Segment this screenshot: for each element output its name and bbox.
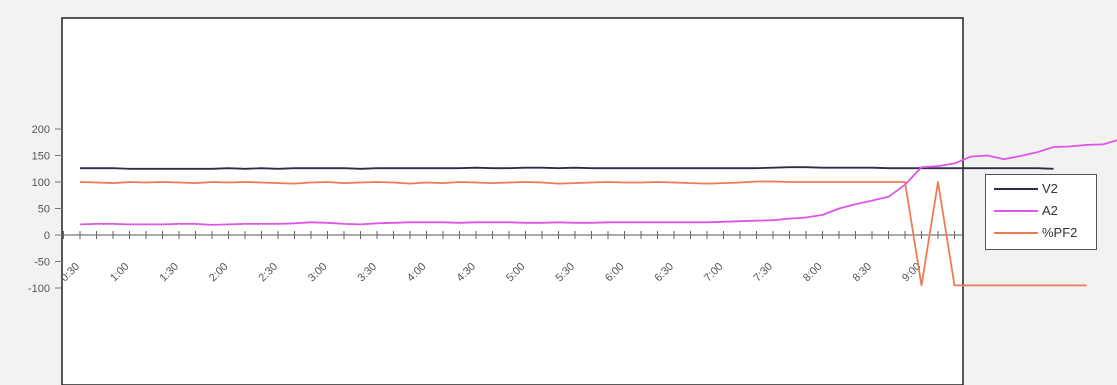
legend-item-v2: V2	[994, 181, 1058, 196]
series-line-a2	[79, 139, 1117, 226]
legend-label-a2: A2	[1042, 203, 1058, 218]
legend-label-pf2: %PF2	[1042, 225, 1078, 240]
y-tick-label: 0	[44, 230, 50, 242]
legend-swatch-pf2	[994, 231, 1038, 234]
series-line-pf2	[79, 180, 1087, 287]
legend-label-v2: V2	[1042, 181, 1058, 196]
legend-item-a2: A2	[994, 203, 1058, 218]
legend-swatch-v2	[994, 187, 1038, 190]
plot-area	[61, 17, 964, 385]
y-tick-label: -50	[34, 257, 50, 269]
y-tick-label: 50	[38, 204, 50, 216]
legend-item-pf2: %PF2	[994, 225, 1077, 240]
y-tick-label: 200	[32, 124, 50, 136]
series-line-v2	[80, 166, 1054, 170]
y-tick-label: -100	[28, 283, 50, 295]
legend-swatch-a2	[994, 209, 1038, 212]
y-tick-label: 150	[32, 151, 50, 163]
legend: V2 A2 %PF2	[985, 174, 1097, 250]
y-tick-label: 100	[32, 177, 50, 189]
